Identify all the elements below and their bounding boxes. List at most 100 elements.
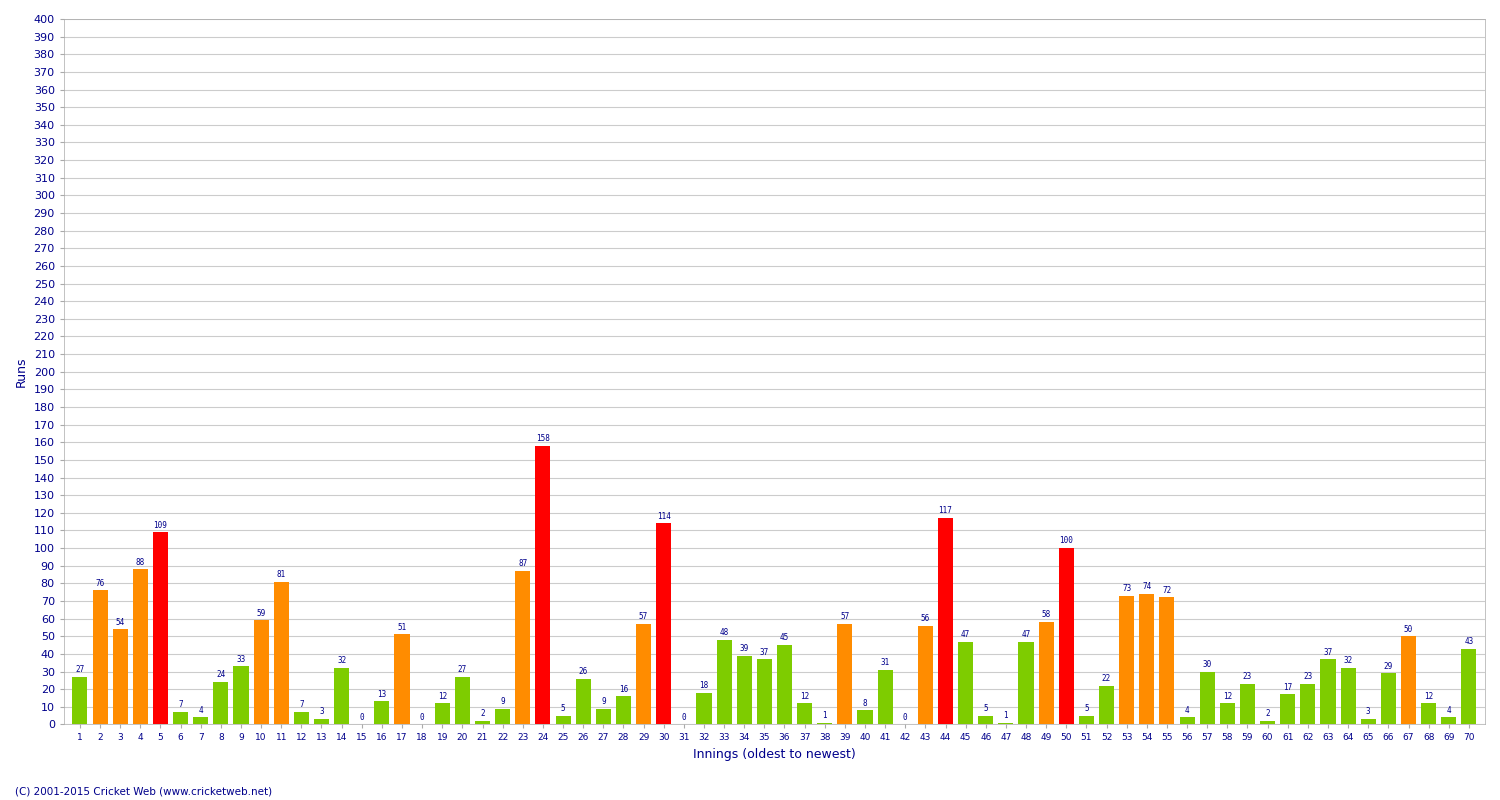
Bar <box>172 712 188 725</box>
Text: 7: 7 <box>298 701 303 710</box>
Bar <box>555 715 570 725</box>
Text: 4: 4 <box>198 706 202 714</box>
Bar <box>1100 686 1114 725</box>
Text: 37: 37 <box>759 647 770 657</box>
Text: 117: 117 <box>939 506 952 515</box>
Text: 57: 57 <box>840 612 849 622</box>
Text: 47: 47 <box>962 630 970 639</box>
X-axis label: Innings (oldest to newest): Innings (oldest to newest) <box>693 748 856 761</box>
Text: 12: 12 <box>438 692 447 701</box>
Bar <box>476 721 490 725</box>
Text: 45: 45 <box>780 634 789 642</box>
Text: 13: 13 <box>378 690 387 699</box>
Bar <box>93 590 108 725</box>
Bar <box>1119 596 1134 725</box>
Bar <box>334 668 350 725</box>
Bar <box>656 523 672 725</box>
Bar <box>314 719 328 725</box>
Bar <box>213 682 228 725</box>
Bar <box>1442 718 1456 725</box>
Text: 3: 3 <box>320 707 324 717</box>
Bar <box>234 666 249 725</box>
Bar <box>1019 642 1034 725</box>
Bar <box>1461 649 1476 725</box>
Text: 33: 33 <box>237 654 246 663</box>
Text: 2: 2 <box>1266 710 1270 718</box>
Text: 76: 76 <box>96 578 105 588</box>
Bar <box>495 709 510 725</box>
Text: 32: 32 <box>338 656 346 666</box>
Text: 29: 29 <box>1384 662 1394 670</box>
Text: 0: 0 <box>420 713 424 722</box>
Text: 87: 87 <box>518 559 528 568</box>
Bar <box>454 677 470 725</box>
Bar <box>1240 684 1256 725</box>
Text: 37: 37 <box>1323 647 1332 657</box>
Text: (C) 2001-2015 Cricket Web (www.cricketweb.net): (C) 2001-2015 Cricket Web (www.cricketwe… <box>15 786 272 796</box>
Bar <box>858 710 873 725</box>
Text: 26: 26 <box>579 667 588 676</box>
Bar <box>1038 622 1053 725</box>
Text: 30: 30 <box>1203 660 1212 669</box>
Text: 12: 12 <box>800 692 808 701</box>
Bar <box>818 722 833 725</box>
Text: 2: 2 <box>480 710 484 718</box>
Text: 57: 57 <box>639 612 648 622</box>
Text: 88: 88 <box>135 558 146 566</box>
Bar <box>1360 719 1376 725</box>
Bar <box>958 642 974 725</box>
Bar <box>1140 594 1155 725</box>
Text: 56: 56 <box>921 614 930 623</box>
Bar <box>636 624 651 725</box>
Text: 7: 7 <box>178 701 183 710</box>
Bar <box>1200 671 1215 725</box>
Bar <box>999 722 1014 725</box>
Y-axis label: Runs: Runs <box>15 357 28 387</box>
Text: 12: 12 <box>1222 692 1232 701</box>
Bar <box>938 518 952 725</box>
Bar <box>796 703 812 725</box>
Bar <box>978 715 993 725</box>
Text: 8: 8 <box>862 698 867 708</box>
Bar <box>1382 674 1396 725</box>
Text: 9: 9 <box>501 697 506 706</box>
Bar <box>112 629 128 725</box>
Text: 50: 50 <box>1404 625 1413 634</box>
Bar <box>394 634 410 725</box>
Text: 39: 39 <box>740 644 748 653</box>
Text: 5: 5 <box>1084 704 1089 713</box>
Text: 58: 58 <box>1041 610 1052 619</box>
Text: 1: 1 <box>822 711 827 720</box>
Bar <box>435 703 450 725</box>
Text: 16: 16 <box>620 685 628 694</box>
Text: 3: 3 <box>1366 707 1371 717</box>
Bar <box>616 696 632 725</box>
Bar <box>273 582 290 725</box>
Text: 0: 0 <box>903 713 908 722</box>
Bar <box>536 446 550 725</box>
Bar <box>254 620 268 725</box>
Bar <box>72 677 87 725</box>
Bar <box>918 626 933 725</box>
Bar <box>596 709 610 725</box>
Bar <box>777 645 792 725</box>
Text: 0: 0 <box>360 713 364 722</box>
Bar <box>194 718 208 725</box>
Text: 1: 1 <box>1004 711 1008 720</box>
Text: 24: 24 <box>216 670 225 679</box>
Text: 74: 74 <box>1142 582 1152 591</box>
Bar <box>1179 718 1194 725</box>
Text: 17: 17 <box>1282 682 1293 692</box>
Text: 18: 18 <box>699 681 708 690</box>
Bar <box>1280 694 1296 725</box>
Bar <box>1059 548 1074 725</box>
Bar <box>1401 636 1416 725</box>
Bar <box>1260 721 1275 725</box>
Bar <box>758 659 772 725</box>
Bar <box>878 670 892 725</box>
Text: 9: 9 <box>602 697 606 706</box>
Text: 43: 43 <box>1464 637 1473 646</box>
Text: 4: 4 <box>1185 706 1190 714</box>
Bar <box>717 640 732 725</box>
Text: 0: 0 <box>681 713 686 722</box>
